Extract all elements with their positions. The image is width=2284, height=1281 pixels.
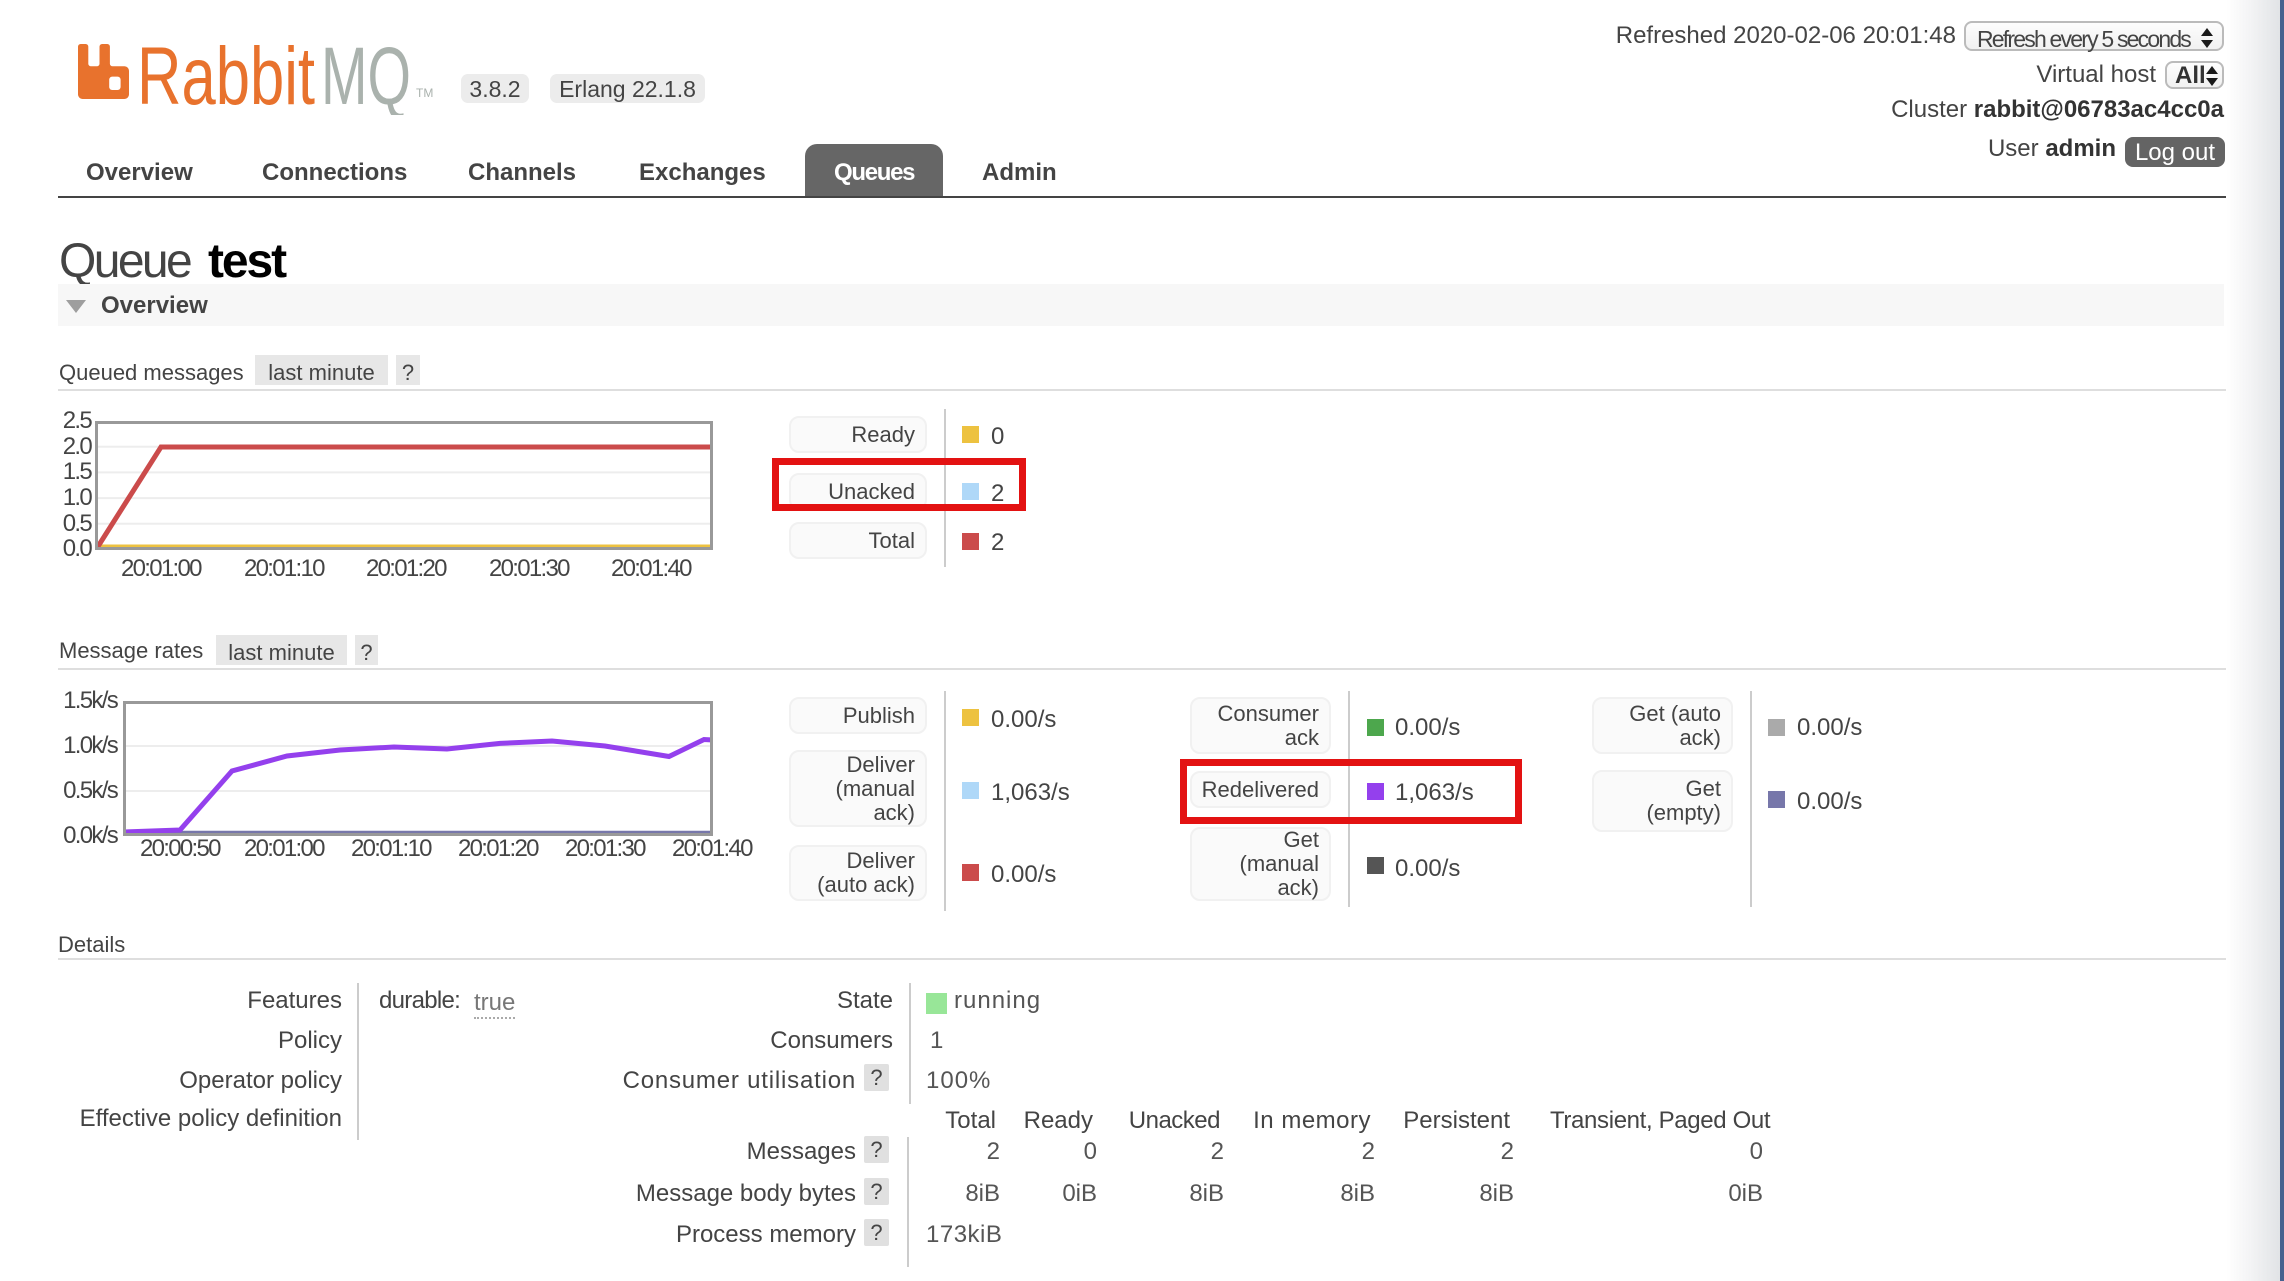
svg-text:MQ: MQ	[321, 31, 411, 115]
svg-text:Rabbit: Rabbit	[137, 31, 315, 115]
svg-text:TM: TM	[416, 86, 433, 100]
